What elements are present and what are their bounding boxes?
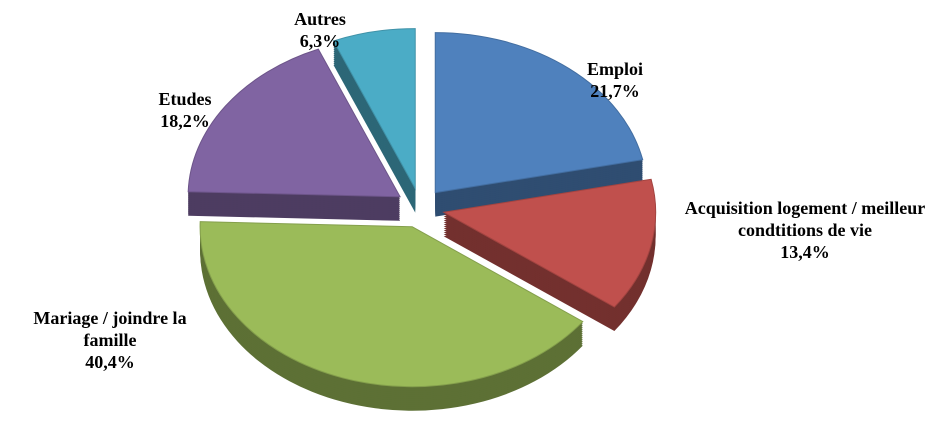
category-name: Emploi [586, 59, 643, 79]
slice-label: Acquisition logement / meilleur condtiti… [675, 197, 927, 263]
slice-label: Emploi 21,7% [515, 58, 715, 102]
slice-label: Etudes 18,2% [125, 88, 245, 132]
category-name: Mariage / joindre la famille [33, 308, 187, 350]
slice-label: Mariage / joindre la famille 40,4% [10, 307, 210, 373]
value-label: 21,7% [590, 81, 640, 101]
slice [332, 28, 416, 191]
value-label: 18,2% [160, 111, 210, 131]
category-name: Autres [294, 9, 346, 29]
slice [442, 178, 657, 308]
slice [187, 48, 401, 198]
slice [199, 221, 584, 388]
category-name: Acquisition logement / meilleur condtiti… [684, 198, 926, 240]
value-label: 6,3% [299, 31, 341, 51]
value-label: 40,4% [85, 352, 135, 372]
slice [434, 32, 644, 194]
slice-label: Autres 6,3% [260, 8, 380, 52]
category-name: Etudes [158, 89, 212, 109]
value-label: 13,4% [780, 242, 830, 262]
